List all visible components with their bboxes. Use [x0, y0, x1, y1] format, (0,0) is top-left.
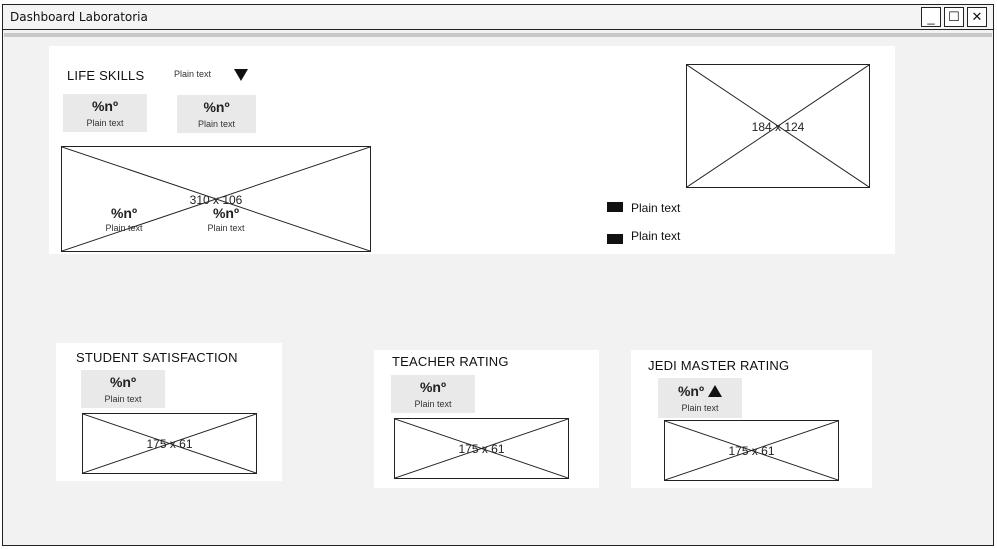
kpi-value: %nº [212, 205, 240, 221]
placeholder-cross [687, 65, 869, 187]
close-button[interactable]: ✕ [967, 7, 987, 27]
life-skills-chart-placeholder: 310 x 106 %nº Plain text %nº Plain text [61, 146, 371, 252]
minimize-button[interactable]: _ [921, 7, 941, 27]
life-skills-kpi-1: %nº Plain text [63, 94, 147, 132]
legend-label-1: Plain text [631, 201, 681, 215]
jedi-master-rating-placeholder: 175 x 61 [664, 420, 839, 481]
kpi-value: %nº [677, 383, 705, 399]
kpi-value: %nº [91, 98, 119, 114]
placeholder-size-label: 310 x 106 [189, 193, 243, 207]
chart-kpi-2: %nº Plain text [202, 205, 250, 233]
life-skills-kpi-2: %nº Plain text [177, 95, 256, 133]
placeholder-cross [395, 419, 568, 478]
jedi-master-rating-kpi: %nº Plain text [658, 378, 742, 418]
kpi-label: Plain text [105, 223, 143, 233]
kpi-label: Plain text [207, 223, 245, 233]
kpi-label: Plain text [86, 118, 124, 128]
maximize-button[interactable]: ☐ [944, 7, 964, 27]
placeholder-size-label: 175 x 61 [146, 437, 193, 451]
kpi-value: %nº [109, 374, 137, 390]
title-bar [2, 4, 994, 30]
triangle-down-icon[interactable] [234, 69, 248, 81]
legend-swatch-2 [607, 234, 623, 244]
kpi-value: %nº [203, 99, 230, 115]
kpi-value: %nº [110, 205, 138, 221]
kpi-value-row: %nº [677, 383, 723, 399]
placeholder-cross [83, 414, 256, 473]
kpi-label: Plain text [681, 403, 719, 413]
student-satisfaction-title: STUDENT SATISFACTION [76, 350, 238, 365]
kpi-label: Plain text [197, 119, 236, 129]
placeholder-size-label: 175 x 61 [458, 442, 505, 456]
title-separator [4, 33, 992, 37]
teacher-rating-placeholder: 175 x 61 [394, 418, 569, 479]
student-satisfaction-placeholder: 175 x 61 [82, 413, 257, 474]
placeholder-size-label: 184 x 124 [751, 120, 805, 134]
placeholder-cross [62, 147, 370, 251]
life-skills-dropdown-label[interactable]: Plain text [174, 69, 212, 79]
kpi-value: %nº [419, 379, 447, 395]
legend-swatch-1 [607, 202, 623, 212]
life-skills-title: LIFE SKILLS [67, 68, 145, 83]
jedi-master-rating-title: JEDI MASTER RATING [648, 358, 790, 373]
kpi-label: Plain text [414, 399, 452, 409]
triangle-up-icon [708, 385, 723, 397]
chart-kpi-1: %nº Plain text [102, 205, 146, 233]
life-skills-image-placeholder: 184 x 124 [686, 64, 870, 188]
placeholder-cross [665, 421, 838, 480]
kpi-label: Plain text [104, 394, 142, 404]
legend-label-2: Plain text [631, 229, 681, 243]
teacher-rating-title: TEACHER RATING [392, 354, 509, 369]
placeholder-size-label: 175 x 61 [728, 444, 775, 458]
window-title: Dashboard Laboratoria [10, 10, 148, 24]
teacher-rating-kpi: %nº Plain text [391, 375, 475, 413]
student-satisfaction-kpi: %nº Plain text [81, 370, 165, 408]
